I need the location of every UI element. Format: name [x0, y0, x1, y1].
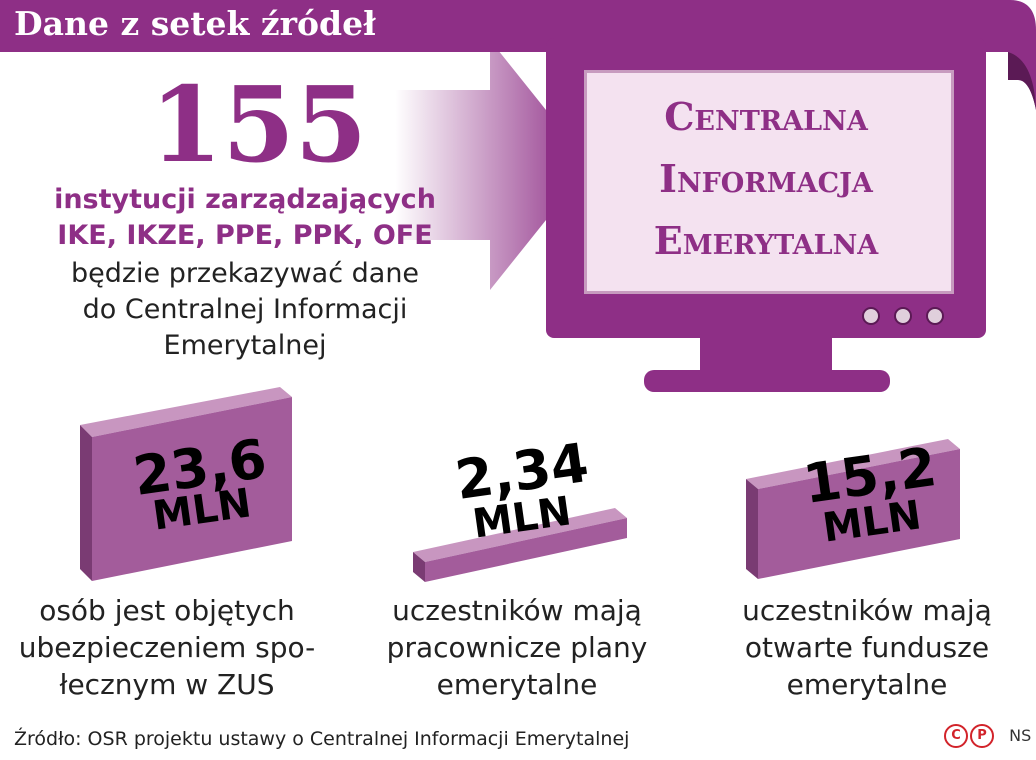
stat-block-1 — [80, 387, 292, 581]
stat-1-label-line-1: osób jest objętych — [39, 594, 295, 627]
intro-line-4: do Centralnej Informacji — [82, 294, 408, 325]
stat-1-label-line-2: ubezpieczeniem spo- — [18, 631, 316, 664]
monitor-line-3: Emerytalna — [653, 218, 879, 263]
stat-3-label-line-1: uczestników mają — [742, 594, 992, 627]
stat-3-label-line-2: otwarte fundusze — [744, 631, 990, 664]
banner-curl-decoration — [990, 0, 1036, 110]
page-title: Dane z setek źródeł — [14, 4, 376, 43]
stat-3-label-line-3: emerytalne — [786, 668, 948, 701]
p-logo-icon: P — [970, 724, 994, 748]
monitor-stand — [700, 336, 832, 376]
stat-2-label-line-1: uczestników mają — [392, 594, 642, 627]
monitor-button-1 — [862, 307, 880, 325]
monitor-line-1: Centralna — [664, 94, 868, 139]
intro-line-3: będzie przekazywać dane — [70, 258, 420, 289]
author-initials: NS — [1009, 725, 1032, 745]
institutions-count: 155 — [150, 63, 368, 186]
arrow-graphic — [395, 40, 590, 290]
monitor-line-2: Informacja — [659, 156, 873, 201]
stat-2-label-line-2: pracownicze plany — [386, 631, 648, 664]
monitor-button-2 — [894, 307, 912, 325]
c-logo-icon: C — [944, 724, 968, 748]
stat-1-label-line-3: łecznym w ZUS — [59, 668, 275, 701]
intro-line-2: IKE, IKZE, PPE, PPK, OFE — [57, 220, 433, 251]
monitor-screen — [584, 70, 954, 294]
monitor-button-3 — [926, 307, 944, 325]
stat-2-label-line-3: emerytalne — [436, 668, 598, 701]
source-note: Źródło: OSR projektu ustawy o Centralnej… — [14, 728, 630, 750]
monitor-base — [644, 370, 890, 392]
stat-block-2 — [413, 508, 627, 582]
stat-block-3 — [746, 439, 960, 579]
intro-line-1: instytucji zarządzających — [54, 184, 436, 215]
intro-line-5: Emerytalnej — [163, 330, 327, 361]
